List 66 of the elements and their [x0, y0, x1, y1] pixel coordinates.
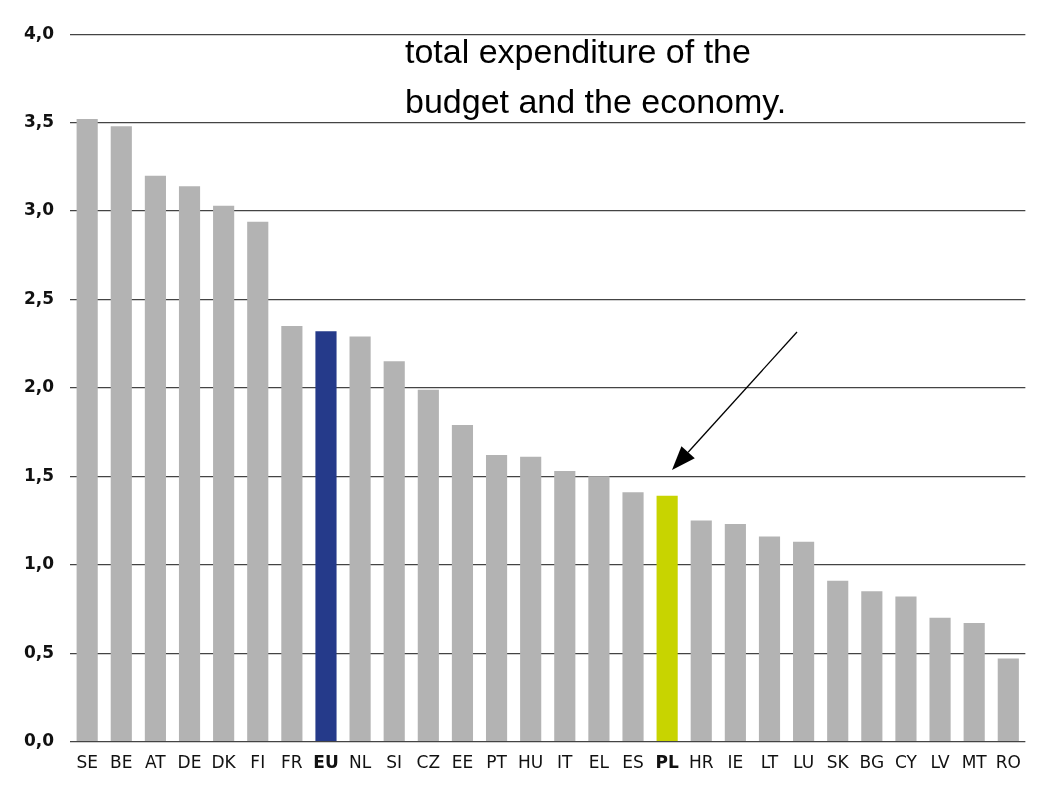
bar [554, 471, 576, 741]
y-tick-label: 1,0 [23, 553, 55, 574]
x-tick-label: DK [211, 752, 237, 773]
bar [520, 456, 542, 741]
bar [485, 455, 508, 741]
x-tick-label: MT [961, 752, 988, 773]
bar [417, 389, 439, 741]
bar [963, 623, 985, 741]
bar [588, 476, 610, 741]
bar [383, 361, 405, 741]
x-tick-label: EL [588, 752, 610, 773]
x-tick-label: PT [486, 752, 508, 773]
y-tick-label: 2,5 [23, 287, 55, 308]
x-tick-label: EE [451, 752, 474, 773]
x-tick-label: EU [313, 752, 339, 773]
bar [895, 596, 917, 741]
x-tick-label: LT [760, 752, 779, 773]
x-tick-label: FR [281, 752, 303, 773]
x-tick-label: BE [110, 752, 133, 773]
y-tick-label: 3,0 [23, 199, 55, 220]
bar [213, 205, 235, 741]
x-tick-label: IE [727, 752, 744, 773]
x-tick-label: RO [995, 752, 1021, 773]
x-tick-label: LU [793, 752, 815, 773]
x-tick-label: CZ [416, 752, 441, 773]
x-tick-label: LV [930, 752, 951, 773]
bar [656, 495, 678, 741]
y-tick-label: 0,0 [23, 730, 55, 751]
bar [997, 658, 1019, 741]
bar [929, 617, 951, 741]
bar [281, 326, 303, 741]
bar [144, 175, 166, 741]
x-tick-label: CY [894, 752, 918, 773]
bar [110, 126, 132, 741]
bar [622, 492, 644, 741]
bar [861, 591, 883, 741]
x-tick-label: FI [250, 752, 266, 773]
x-tick-label: NL [349, 752, 372, 773]
bar [793, 541, 815, 741]
x-tick-label: HR [688, 752, 714, 773]
y-tick-label: 0,5 [23, 641, 55, 662]
annotation: total expenditure of the budget and the economy. [405, 32, 787, 120]
y-tick-label: 4,0 [23, 22, 55, 43]
bar [690, 520, 712, 741]
bar [724, 524, 746, 741]
bar [178, 186, 201, 741]
x-tick-label: BG [859, 752, 885, 773]
x-tick-label: IT [557, 752, 574, 773]
bar [451, 425, 474, 741]
x-tick-label: SE [76, 752, 98, 773]
x-tick-label: SK [826, 752, 850, 773]
x-tick-label: PL [655, 752, 679, 773]
x-tick-label: SI [386, 752, 403, 773]
bar [827, 580, 849, 741]
bar [247, 221, 269, 741]
bar [315, 331, 337, 741]
bar [76, 119, 98, 741]
y-tick-label: 1,5 [23, 464, 55, 485]
y-tick-label: 2,0 [23, 376, 55, 397]
x-tick-label: DE [177, 752, 202, 773]
bar [758, 536, 781, 741]
x-tick-label: ES [622, 752, 644, 773]
x-tick-label: HU [518, 752, 544, 773]
y-tick-label: 3,5 [23, 111, 55, 132]
bar [349, 336, 371, 741]
x-tick-label: AT [145, 752, 167, 773]
